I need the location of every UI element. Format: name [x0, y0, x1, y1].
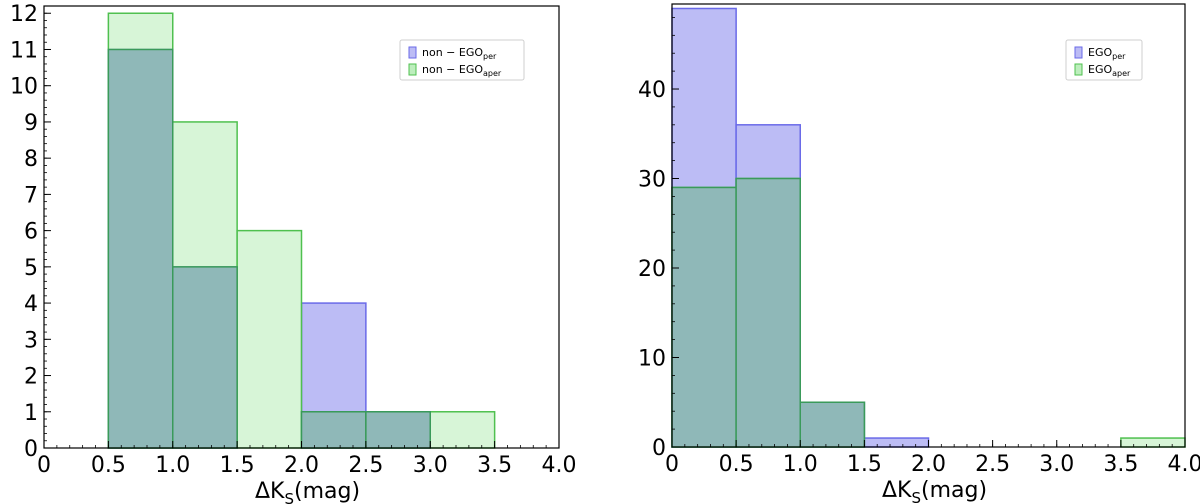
x-axis-label: ΔKS(mag): [255, 479, 360, 504]
bar-aper-5: [429, 411, 496, 449]
x-tick-label: 3.5: [1103, 452, 1138, 477]
bar-aper-2: [236, 229, 303, 449]
y-tick-label: 10: [638, 347, 666, 372]
legend-label: non − EGOper: [422, 46, 497, 61]
bar-overlap-0: [671, 186, 737, 448]
y-tick-label: 8: [24, 147, 38, 172]
legend-swatch: [1074, 63, 1083, 76]
x-tick-label: 3.0: [1039, 452, 1074, 477]
x-tick-label: 1.0: [783, 452, 818, 477]
histogram-left: 0 0.5 1.0 1.5 2.0 2.5 3.0 3.5 4.0012345678910111…: [10, 2, 577, 504]
legend-box: [1065, 39, 1143, 81]
histogram-right: 0 0.5 1.0 1.5 2.0 2.5 3.0 3.5 4.0 0 10 20 30 40 ΔKS(ma…: [638, 3, 1200, 504]
x-tick-label: 3.0: [413, 453, 448, 478]
x-tick-label: 1.0: [155, 453, 190, 478]
bar-overlap-1: [735, 177, 801, 448]
bar-overlap-0: [107, 48, 174, 449]
legend-swatch: [408, 63, 417, 76]
legend-label: EGOaper: [1088, 63, 1131, 78]
x-tick-label: 0: [37, 453, 51, 478]
y-tick-label: 20: [638, 257, 666, 282]
x-axis-label: ΔKS(mag): [882, 478, 987, 504]
legend: non − EGOper non − EGOaper: [399, 39, 525, 81]
x-tick-label: 0.5: [91, 453, 126, 478]
x-tick-label: 2.0: [911, 452, 946, 477]
y-tick-label: 4: [24, 292, 38, 317]
x-tick-label: 4.0: [542, 453, 577, 478]
y-tick-label: 11: [10, 38, 38, 63]
legend-swatch: [1074, 46, 1083, 59]
x-tick-label: 2.0: [284, 453, 319, 478]
y-tick-label: 40: [638, 78, 666, 103]
y-tick-label: 6: [24, 220, 38, 245]
x-tick-label: 1.5: [847, 452, 882, 477]
y-tick-label: 10: [10, 75, 38, 100]
x-tick-label: 0.5: [719, 452, 754, 477]
x-tick-label: 4.0: [1168, 452, 1200, 477]
bar-overlap-4: [365, 411, 431, 449]
legend-box: [399, 39, 525, 81]
legend-label: non − EGOaper: [422, 63, 502, 78]
x-tick-label: 1.5: [220, 453, 255, 478]
y-tick-label: 9: [24, 111, 38, 136]
y-tick-label: 0: [652, 436, 666, 461]
y-tick-label: 30: [638, 168, 666, 193]
x-tick-label: 2.5: [348, 453, 383, 478]
y-tick-label: 3: [24, 328, 38, 353]
bar-aper-7: [1120, 437, 1186, 448]
y-tick-label: 1: [24, 401, 38, 426]
bar-overlap-1: [172, 266, 238, 449]
bar-overlap-2: [799, 401, 866, 448]
y-tick-label: 5: [24, 256, 38, 281]
y-tick-label: 12: [10, 2, 38, 27]
y-tick-label: 2: [24, 365, 38, 390]
legend-label: EGOper: [1088, 46, 1126, 61]
legend: EGOper EGOaper: [1065, 39, 1143, 81]
bar-per-3: [863, 437, 930, 448]
y-tick-label: 0: [24, 437, 38, 462]
legend-swatch: [408, 46, 417, 59]
x-tick-label: 0: [665, 452, 679, 477]
x-tick-label: 3.5: [477, 453, 512, 478]
bar-overlap-3: [300, 411, 367, 449]
x-tick-label: 2.5: [975, 452, 1010, 477]
y-tick-label: 7: [24, 183, 38, 208]
